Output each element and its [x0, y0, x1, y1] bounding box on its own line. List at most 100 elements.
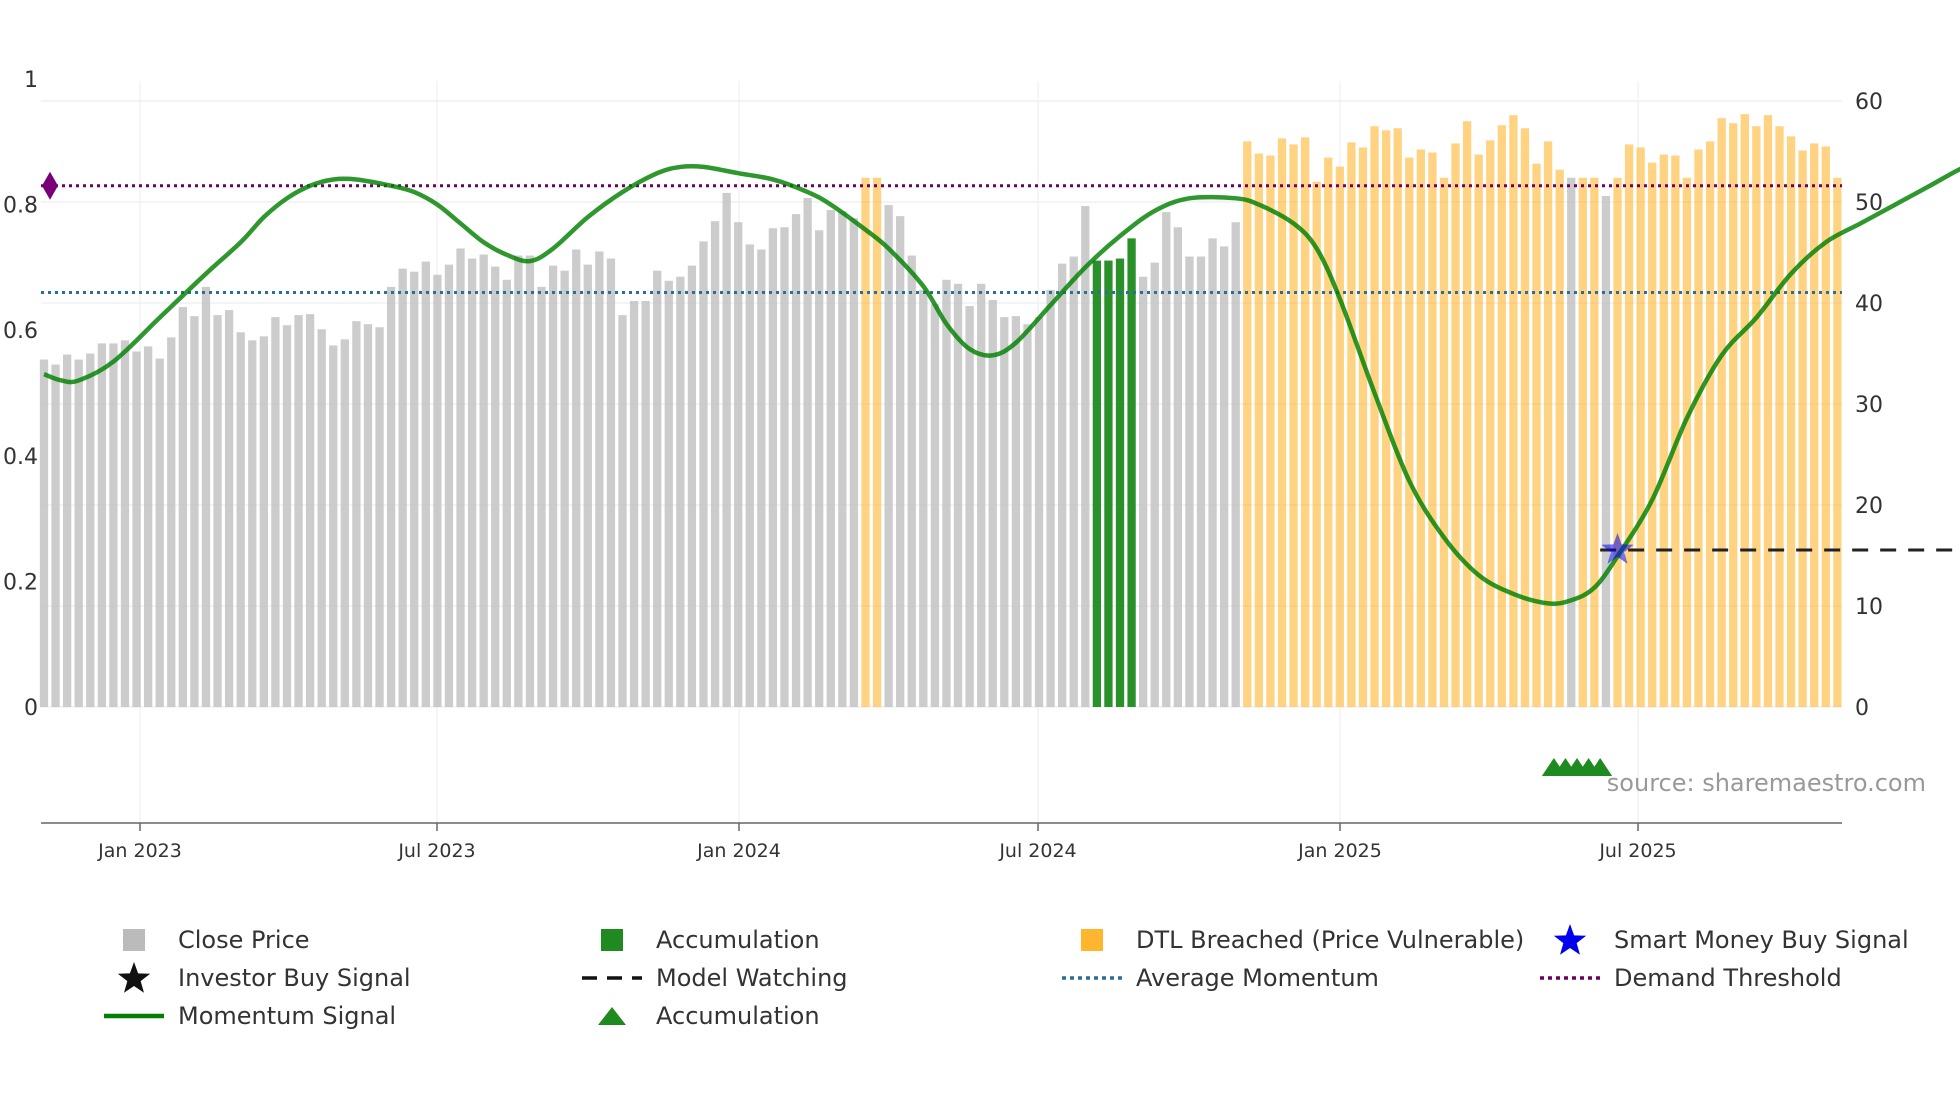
close-price-bar — [1740, 114, 1749, 707]
close-price-bar — [780, 227, 789, 707]
close-price-bar — [1486, 140, 1495, 707]
close-price-bar — [1786, 136, 1796, 708]
close-price-bar — [1613, 177, 1622, 707]
close-price-bar — [363, 324, 373, 707]
close-price-bar — [791, 214, 801, 707]
close-price-bar — [1590, 177, 1599, 707]
close-price-bar — [317, 329, 326, 707]
close-price-bar — [305, 314, 315, 707]
close-price-bar — [1358, 147, 1368, 707]
close-price-bar — [595, 251, 604, 708]
right-y-tick-label: 20 — [1855, 494, 1883, 519]
close-price-bar — [39, 359, 49, 707]
close-price-bar — [1335, 166, 1344, 707]
close-price-bar — [953, 283, 963, 707]
right-y-tick-label: 0 — [1855, 696, 1869, 721]
close-price-bar — [768, 228, 778, 707]
close-price-bars — [39, 114, 1842, 708]
close-price-bar — [896, 216, 905, 707]
close-price-bar — [1474, 154, 1483, 707]
close-price-bar — [259, 336, 268, 707]
left-y-tick-label: 0 — [24, 696, 38, 721]
close-price-bar — [722, 192, 731, 707]
left-y-tick-label: 0.8 — [3, 194, 38, 219]
close-price-bar — [1416, 149, 1425, 708]
close-price-bar — [1069, 256, 1078, 707]
close-price-bar — [872, 177, 882, 707]
close-price-bar — [1694, 149, 1703, 708]
close-price-bar — [1196, 256, 1206, 707]
close-price-bar — [1034, 317, 1044, 707]
close-price-bar — [375, 327, 384, 707]
close-price-bar — [1300, 137, 1310, 708]
close-price-bar — [1139, 276, 1148, 707]
left-y-tick-label: 1 — [24, 68, 38, 93]
x-tick-label: Jul 2023 — [397, 840, 475, 862]
close-price-bar — [1023, 324, 1032, 707]
close-price-bar — [525, 255, 535, 707]
close-price-bar — [340, 339, 349, 707]
close-price-bar — [919, 289, 928, 707]
close-price-bar — [560, 270, 569, 707]
close-price-bar — [710, 221, 720, 707]
close-price-bar — [467, 258, 477, 707]
reference-lines — [41, 184, 1960, 552]
close-price-bar — [1578, 177, 1587, 707]
demand-threshold-marker — [42, 171, 58, 200]
close-price-bar — [1219, 246, 1229, 707]
close-price-bar — [120, 340, 130, 707]
close-price-bar — [74, 359, 83, 707]
close-price-bar — [1821, 146, 1830, 707]
close-price-bar — [329, 345, 338, 707]
close-price-bar — [572, 249, 581, 707]
close-price-bar — [1370, 126, 1379, 707]
close-price-bar — [826, 210, 835, 707]
close-price-bar — [815, 230, 824, 707]
close-price-bar — [1046, 289, 1055, 707]
smart-money-buy-signal-marker — [1601, 533, 1634, 564]
close-price-bar — [1798, 150, 1807, 708]
close-price-bar — [1567, 177, 1576, 707]
close-price-bar — [548, 265, 558, 707]
right-y-tick-label: 10 — [1855, 595, 1883, 620]
close-price-bar — [1150, 262, 1159, 707]
close-price-bar — [1243, 141, 1252, 707]
close-price-bar — [1462, 121, 1472, 707]
close-price-bar — [977, 283, 986, 707]
close-price-bar — [606, 258, 616, 707]
x-tick-label: Jul 2025 — [1598, 840, 1676, 862]
close-price-bar — [1729, 123, 1738, 708]
momentum-signal-group — [43, 163, 1960, 606]
close-price-bar — [1127, 238, 1136, 708]
x-tick-label: Jan 2025 — [1297, 840, 1382, 862]
close-price-bar — [444, 264, 454, 707]
close-price-bar — [410, 271, 419, 707]
close-price-bar — [224, 310, 234, 707]
close-price-bar — [1277, 138, 1287, 707]
close-price-bar — [1763, 115, 1773, 707]
close-price-bar — [1705, 141, 1715, 707]
close-price-bar — [62, 354, 72, 707]
close-price-bar — [745, 244, 754, 708]
close-price-bar — [757, 249, 766, 707]
close-price-bar — [664, 280, 673, 707]
close-price-bar — [699, 241, 708, 707]
close-price-bar — [803, 197, 812, 707]
close-price-bar — [1497, 125, 1506, 708]
close-price-bar — [109, 343, 118, 707]
close-price-bar — [676, 276, 685, 707]
close-price-bar — [201, 286, 211, 707]
close-price-bar — [479, 254, 488, 707]
close-price-bar — [271, 317, 280, 707]
left-y-tick-label: 0.4 — [3, 445, 38, 470]
close-price-bar — [965, 306, 974, 707]
close-price-bar — [1231, 222, 1240, 707]
right-y-tick-label: 30 — [1855, 393, 1883, 418]
x-tick-label: Jan 2023 — [97, 840, 182, 862]
close-price-bar — [1208, 238, 1217, 708]
close-price-bar — [386, 286, 396, 707]
close-price-bar — [433, 274, 442, 707]
close-price-bar — [1752, 126, 1761, 707]
